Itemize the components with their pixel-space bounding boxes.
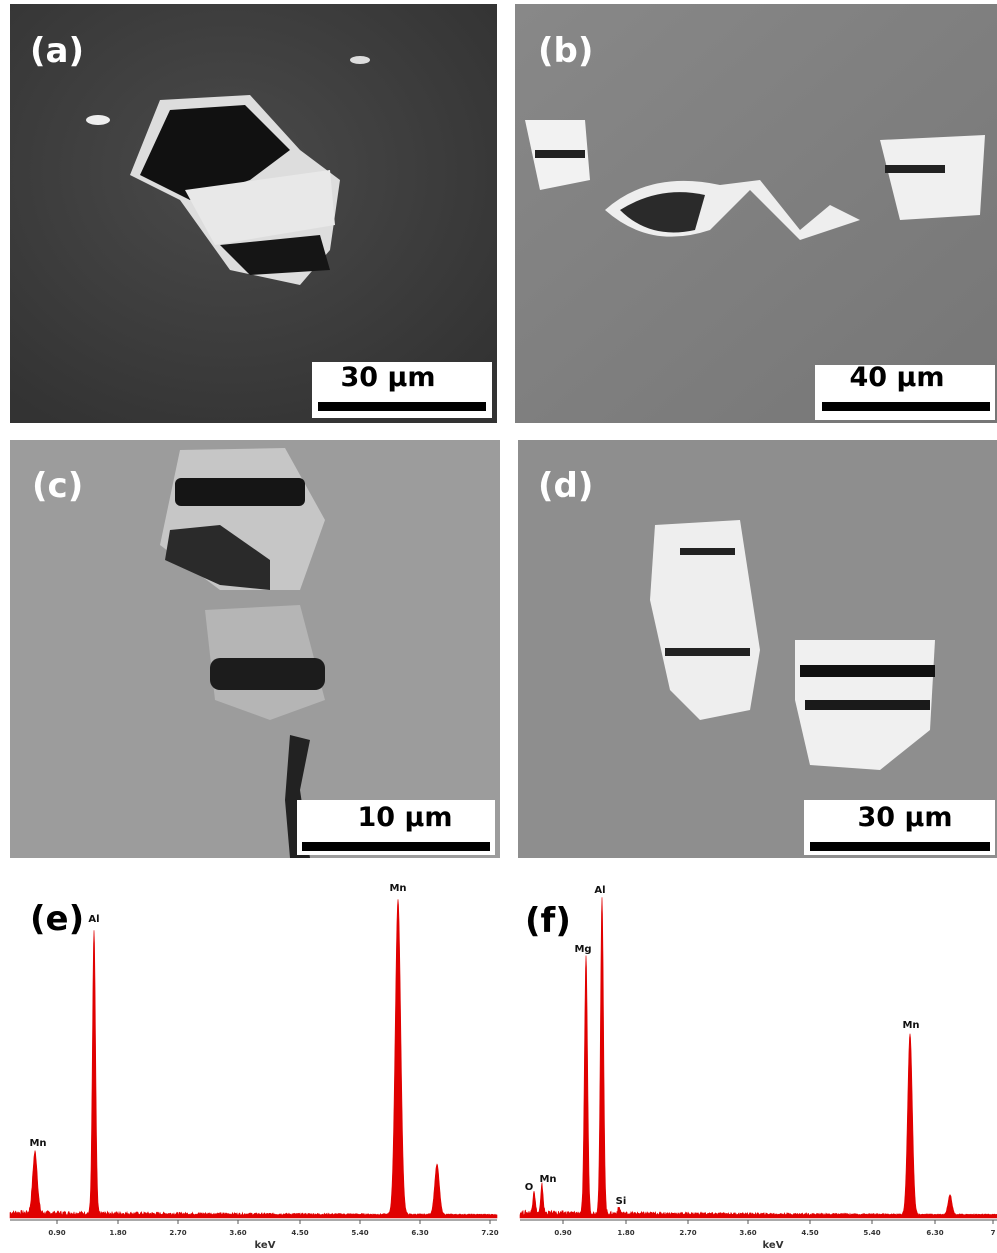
x-axis-label: keV [763,1240,784,1251]
spectrum-label: (e) [30,899,84,939]
spectrum-label: (f) [525,901,571,941]
scale-bar-label: 30 µm [858,802,953,833]
scale-bar-label: 30 µm [341,362,436,393]
peak-label: Si [616,1196,627,1207]
panel-label: (a) [30,31,84,71]
x-tick-label: 2.70 [169,1229,186,1237]
panel-label: (d) [538,466,593,506]
spectrum-e [10,899,497,1218]
x-axis-label: keV [255,1240,276,1251]
x-tick-label: 1.80 [109,1229,126,1237]
x-tick-label: 7.20 [481,1229,498,1237]
x-tick-label: 4.50 [801,1229,818,1237]
figure: (a) 30 µm (b) 40 µm (c) 10 µm (d) 30 µm (e) keV 0.… [0,0,997,1253]
peak-label: Mg [574,944,591,955]
x-tick-label: 7 [991,1229,996,1237]
scale-bar-label: 40 µm [850,362,945,393]
peak-label: Mn [902,1020,919,1031]
x-tick-label: 4.50 [291,1229,308,1237]
x-tick-label: 0.90 [48,1229,65,1237]
spectrum-e-frame [10,899,497,1220]
sem-panel-c [10,440,500,858]
scale-bar-label: 10 µm [358,802,453,833]
panel-label: (b) [538,31,593,71]
peak-label: Mn [539,1174,556,1185]
x-tick-label: 1.80 [617,1229,634,1237]
peak-label: Al [594,885,605,896]
peak-label: Mn [29,1138,46,1149]
panel-label: (c) [32,466,83,506]
x-tick-label: 5.40 [863,1229,880,1237]
x-tick-label: 5.40 [351,1229,368,1237]
x-tick-label: 0.90 [554,1229,571,1237]
x-tick-label: 6.30 [411,1229,428,1237]
x-tick-label: 2.70 [679,1229,696,1237]
peak-label: Al [88,914,99,925]
x-tick-label: 3.60 [229,1229,246,1237]
x-tick-label: 6.30 [926,1229,943,1237]
peak-label: Mn [389,883,406,894]
peak-label: O [525,1182,534,1193]
x-tick-label: 3.60 [739,1229,756,1237]
